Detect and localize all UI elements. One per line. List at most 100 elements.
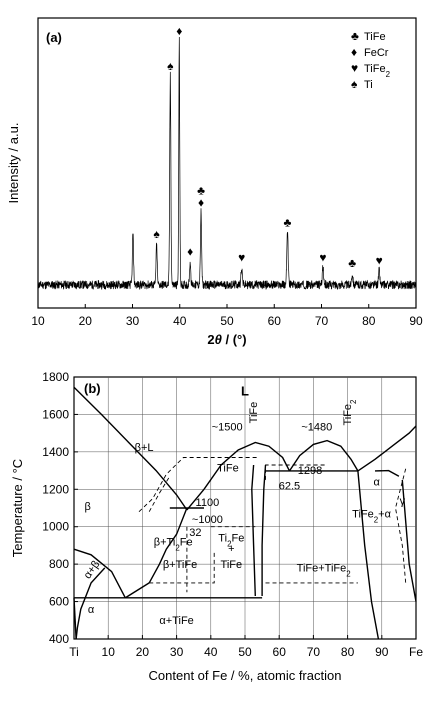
phase-region-label: β+Ti2Fe [154, 536, 193, 552]
xrd-peak-marker: ♠ [167, 59, 174, 73]
phase-region-label: TiFe+TiFe2 [297, 563, 351, 579]
phase-region-label: α [373, 477, 380, 489]
phase-region-label: ~1480 [301, 421, 332, 433]
phase-region-label: TiFe2+α [352, 508, 391, 524]
phase-region-label: β+L [135, 442, 154, 454]
phase-boundary-solid [288, 439, 359, 472]
phase-y-tick-label: 1000 [42, 520, 69, 534]
xrd-legend-symbol: ♠ [351, 77, 358, 91]
phase-x-axis-title: Content of Fe / %, atomic fraction [149, 668, 342, 683]
phase-region-label: + [228, 543, 234, 555]
xrd-legend-symbol: ♦ [351, 45, 357, 59]
phase-boundary-solid [357, 470, 380, 640]
xrd-legend-symbol: ♥ [351, 61, 358, 75]
phase-region-label: γ [400, 495, 406, 507]
xrd-y-axis-title: Intensity / a.u. [6, 123, 21, 204]
phase-region-label: β [85, 501, 91, 513]
phase-boundary-solid [401, 479, 417, 602]
phase-y-tick-label: 1400 [42, 445, 69, 459]
xrd-legend-symbol: ♣ [351, 29, 359, 43]
xrd-peak-marker: ♥ [238, 250, 245, 264]
phase-y-tick-label: 1600 [42, 407, 69, 421]
phase-region-label: TiFe [248, 402, 260, 424]
xrd-peak-marker: ♦ [187, 245, 193, 259]
phase-boundary-solid [73, 548, 126, 599]
phase-boundary-solid [73, 597, 77, 640]
phase-panel-label: (b) [84, 381, 101, 396]
phase-region-label: TiFe2 [342, 400, 358, 426]
phase-region-label: 32 [189, 527, 201, 539]
phase-boundary-solid [357, 425, 417, 472]
phase-region-label: β+TiFe [163, 559, 197, 571]
phase-boundary-dashed [148, 475, 171, 512]
xrd-traces [37, 36, 417, 291]
xrd-panel-label: (a) [46, 30, 62, 45]
xrd-x-tick-label: 70 [315, 314, 329, 328]
phase-y-tick-label: 1800 [42, 370, 69, 384]
xrd-peak-marker: ♠ [153, 227, 160, 241]
xrd-x-tick-label: 50 [220, 314, 234, 328]
phase-y-tick-label: 800 [49, 557, 69, 571]
phase-boundary-solid [148, 507, 188, 584]
phase-region-label: 1100 [196, 497, 220, 509]
phase-x-tick-label: 80 [341, 645, 355, 659]
phase-y-axis-title: Temperature / °C [10, 459, 25, 557]
phase-region-label: Ti2Fe [218, 533, 244, 549]
phase-boundary-solid [261, 464, 267, 596]
phase-x-tick-label: Ti [69, 645, 79, 659]
phase-x-tick-label: 20 [136, 645, 150, 659]
phase-y-tick-label: 1200 [42, 482, 69, 496]
phase-boundary-solid [124, 582, 150, 599]
phase-boundary-dashed [138, 457, 259, 513]
xrd-plot-frame [37, 17, 417, 309]
xrd-peak-marker: ♣ [284, 216, 292, 230]
phase-region-label: ~1500 [212, 421, 243, 433]
phase-region-label: 62.5 [279, 481, 300, 493]
xrd-x-tick-label: 10 [31, 314, 45, 328]
phase-boundary-solid [251, 464, 256, 597]
xrd-x-tick-label: 60 [268, 314, 282, 328]
phase-region-label: TiFe [221, 559, 243, 571]
phase-grid [74, 377, 416, 639]
xrd-peak-markers: ♠♠♦♦♦♣♥♣♥ ♣ ♥ [153, 24, 382, 270]
xrd-x-tick-label: 40 [173, 314, 187, 328]
phase-region-label: ~1000 [192, 514, 223, 526]
xrd-xlabel-pre: 2 [207, 332, 214, 347]
phase-boundary-dashed [149, 552, 215, 584]
phase-boundary-solid [186, 441, 291, 511]
phase-region-label: TiFe [217, 463, 239, 475]
xrd-x-axis-title: 2θ / (°) [207, 332, 246, 347]
phase-boundary-solid [374, 469, 400, 477]
phase-x-tick-label: Fe [409, 645, 423, 659]
xrd-legend-label: FeCr [364, 47, 389, 59]
xrd-peak-marker: ♣ [197, 183, 205, 197]
xrd-pattern-line [37, 36, 417, 291]
phase-x-tick-label: 50 [238, 645, 252, 659]
phase-region-label: L [241, 384, 249, 399]
xrd-peak-marker: ♣ [348, 256, 356, 270]
phase-x-tick-label: 70 [307, 645, 321, 659]
phase-x-tick-label: 30 [170, 645, 184, 659]
phase-boundary-solid [75, 567, 106, 640]
phase-region-label: 1298 [298, 465, 322, 477]
xrd-panel: (a) 10 20 30 40 50 60 70 80 90 ♠♠♦♦♦♣♥♣♥ ♣ ♥ ♣ TiFe… [6, 17, 423, 347]
xrd-x-tick-label: 30 [126, 314, 140, 328]
xrd-legend-label: TiFe [364, 31, 386, 43]
xrd-peak-marker: ♥ [376, 253, 383, 267]
phase-boundaries [73, 386, 417, 640]
phase-x-tick-label: 90 [375, 645, 389, 659]
xrd-peak-marker: ♥ [319, 250, 326, 264]
phase-x-tick-label: 40 [204, 645, 218, 659]
phase-x-tick-label: 60 [273, 645, 287, 659]
xrd-legend-label: Ti [364, 79, 373, 91]
xrd-xlabel-sym: θ [215, 332, 222, 347]
phase-diagram-panel: Lβ+LβTiFe~1500TiFe~1480TiFe2129862.51100… [10, 370, 423, 683]
phase-y-tick-label: 400 [49, 632, 69, 646]
xrd-peak-marker: ♦ [198, 195, 204, 209]
phase-region-label: α [88, 604, 95, 616]
phase-boundary-solid [73, 386, 188, 511]
phase-boundary-dashed [395, 468, 407, 583]
xrd-x-ticks: 10 20 30 40 50 60 70 80 90 [31, 304, 423, 328]
xrd-xlabel-post: / (°) [222, 332, 247, 347]
